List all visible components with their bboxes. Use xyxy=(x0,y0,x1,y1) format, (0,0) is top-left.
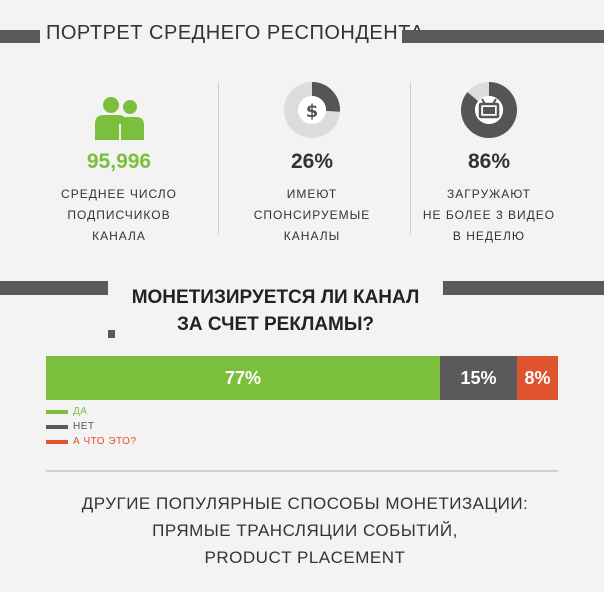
tv-donut-icon xyxy=(394,82,584,140)
divider xyxy=(218,82,219,234)
stat-desc-line: НЕ БОЛЕЕ 3 ВИДЕО xyxy=(422,208,556,222)
other-methods-line: ДРУГИЕ ПОПУЛЯРНЫЕ СПОСОБЫ МОНЕТИЗАЦИИ: xyxy=(81,494,529,513)
stat-desc-line: СРЕДНЕЕ ЧИСЛО xyxy=(61,187,177,201)
legend-swatch xyxy=(46,424,68,429)
stat-desc-line: ПОДПИСЧИКОВ xyxy=(67,208,171,222)
stat-desc-line: ЗАГРУЖАЮТ xyxy=(447,187,531,201)
stat-description: ИМЕЮТ СПОНСИРУЕМЫЕ КАНАЛЫ xyxy=(217,184,407,247)
legend-label: ДА xyxy=(73,406,88,417)
stat-subscribers: 95,996 СРЕДНЕЕ ЧИСЛО ПОДПИСЧИКОВ КАНАЛА xyxy=(24,82,214,247)
bar-segment-no: 15% xyxy=(440,356,517,400)
stat-desc-line: СПОНСИРУЕМЫЕ xyxy=(253,208,371,222)
stat-sponsored: $ 26% ИМЕЮТ СПОНСИРУЕМЫЕ КАНАЛЫ xyxy=(217,82,407,247)
stat-desc-line: ИМЕЮТ xyxy=(286,187,338,201)
header-bar-right xyxy=(402,30,604,43)
monetization-bar-left xyxy=(0,281,108,295)
monetization-title-line: МОНЕТИЗИРУЕТСЯ ЛИ КАНАЛ xyxy=(131,287,420,308)
stat-description: ЗАГРУЖАЮТ НЕ БОЛЕЕ 3 ВИДЕО В НЕДЕЛЮ xyxy=(394,184,584,247)
users-icon xyxy=(24,82,214,140)
stat-desc-line: КАНАЛЫ xyxy=(283,229,341,243)
monetization-title-line: ЗА СЧЕТ РЕКЛАМЫ? xyxy=(176,314,375,335)
monetization-title: МОНЕТИЗИРУЕТСЯ ЛИ КАНАЛ ЗА СЧЕТ РЕКЛАМЫ? xyxy=(108,284,443,338)
stat-desc-line: КАНАЛА xyxy=(92,229,146,243)
other-methods-line: ПРЯМЫЕ ТРАНСЛЯЦИИ СОБЫТИЙ, xyxy=(152,521,458,540)
monetization-bar-right xyxy=(443,281,604,295)
header-bar-left xyxy=(0,30,40,43)
stat-value: 95,996 xyxy=(86,150,152,173)
section-divider xyxy=(46,470,558,472)
legend-label: НЕТ xyxy=(73,421,95,432)
legend-label: А ЧТО ЭТО? xyxy=(73,436,137,447)
stat-desc-line: В НЕДЕЛЮ xyxy=(452,229,526,243)
stat-description: СРЕДНЕЕ ЧИСЛО ПОДПИСЧИКОВ КАНАЛА xyxy=(24,184,214,247)
stat-value: 86% xyxy=(467,150,511,173)
bar-segment-yes: 77% xyxy=(46,356,440,400)
legend-item-no: НЕТ xyxy=(46,421,95,432)
bar-segment-unknown: 8% xyxy=(517,356,558,400)
stat-uploads: 86% ЗАГРУЖАЮТ НЕ БОЛЕЕ 3 ВИДЕО В НЕДЕЛЮ xyxy=(394,82,584,247)
legend-item-yes: ДА xyxy=(46,406,87,417)
divider xyxy=(410,82,411,234)
header-title: ПОРТРЕТ СРЕДНЕГО РЕСПОНДЕНТА xyxy=(46,22,425,44)
monetization-box-bottom xyxy=(108,330,115,338)
svg-text:$: $ xyxy=(306,101,319,122)
stat-value: 26% xyxy=(290,150,334,173)
legend-swatch xyxy=(46,409,68,414)
legend-item-unknown: А ЧТО ЭТО? xyxy=(46,436,137,447)
legend-swatch xyxy=(46,439,68,444)
other-methods-line: PRODUCT PLACEMENT xyxy=(204,548,406,567)
other-methods: ДРУГИЕ ПОПУЛЯРНЫЕ СПОСОБЫ МОНЕТИЗАЦИИ: П… xyxy=(40,490,570,571)
dollar-donut-icon: $ xyxy=(217,82,407,140)
